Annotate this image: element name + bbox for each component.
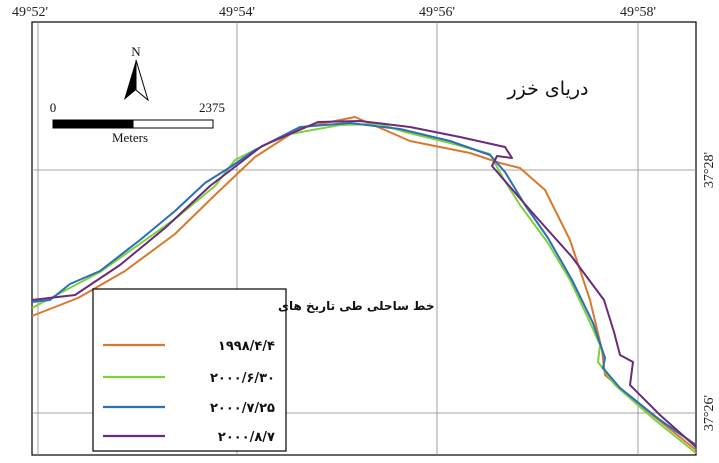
north-label: N: [131, 44, 141, 59]
north-arrow-icon: N: [124, 44, 149, 102]
legend: خط ساحلی طی تاریخ های ۱۹۹۸/۴/۴ ۲۰۰۰/۶/۳۰…: [92, 288, 435, 452]
scale-end-label: 2375: [199, 100, 225, 115]
coastline-2000-7-25: [31, 122, 697, 446]
legend-entry-1: ۱۹۹۸/۴/۴: [218, 339, 275, 354]
coastlines: [31, 116, 697, 454]
latitude-label-2: 37°26': [702, 395, 717, 431]
longitude-label-2: 49°54': [219, 5, 255, 20]
latitude-label-1: 37°28': [702, 152, 717, 188]
legend-entry-3: ۲۰۰۰/۷/۲۵: [210, 401, 275, 416]
scale-bar: 0 2375 Meters: [50, 100, 225, 145]
scale-start-label: 0: [50, 100, 57, 115]
scale-unit-label: Meters: [112, 130, 148, 145]
coastline-2000-8-7: [31, 120, 697, 448]
legend-title: خط ساحلی طی تاریخ های: [278, 299, 435, 313]
legend-entry-4: ۲۰۰۰/۸/۷: [218, 430, 275, 445]
legend-box: [92, 288, 287, 452]
longitude-label-1: 49°52': [12, 5, 48, 20]
legend-entry-2: ۲۰۰۰/۶/۳۰: [210, 371, 275, 386]
longitude-label-4: 49°58': [620, 5, 656, 20]
sea-label: دریای خزر: [506, 78, 588, 100]
longitude-label-3: 49°56': [419, 5, 455, 20]
